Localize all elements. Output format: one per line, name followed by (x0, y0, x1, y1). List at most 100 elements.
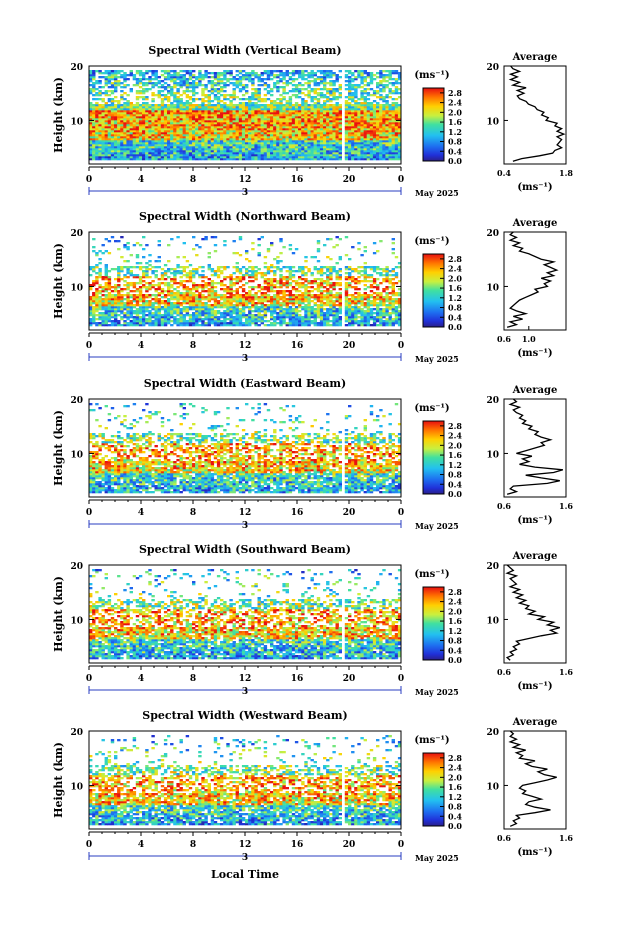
heatmap-cell (310, 136, 314, 139)
heatmap-cell (182, 128, 186, 131)
heatmap-cell (110, 74, 115, 77)
heatmap-cell (385, 300, 389, 303)
heatmap-cell (238, 90, 243, 93)
heatmap-cell (101, 146, 105, 149)
heatmap-cell (182, 136, 186, 139)
heatmap-cell (301, 118, 305, 121)
heatmap-cell (98, 312, 102, 315)
heatmap-cell (235, 318, 239, 321)
heatmap-cell (323, 104, 327, 107)
heatmap-cell (117, 120, 121, 123)
heatmap-cell (220, 306, 224, 309)
heatmap-cell (369, 74, 374, 77)
heatmap-cell (291, 142, 296, 145)
heatmap-cell (157, 146, 161, 149)
heatmap-cell (188, 106, 193, 109)
heatmap-cell (391, 144, 395, 147)
heatmap-cell (279, 156, 283, 159)
heatmap-cell (304, 122, 308, 125)
heatmap-cell (204, 140, 208, 143)
heatmap-cell (382, 310, 386, 313)
heatmap-cell (170, 108, 174, 111)
heatmap-cell (329, 138, 333, 141)
heatmap-cell (254, 140, 258, 143)
heatmap-cell (163, 96, 168, 99)
heatmap-cell (266, 92, 271, 95)
heatmap-cell (213, 310, 218, 313)
heatmap-cell (226, 144, 230, 147)
heatmap-cell (151, 98, 155, 101)
heatmap-cell (142, 124, 146, 127)
heatmap-cell (163, 110, 168, 113)
heatmap-cell (326, 76, 330, 79)
heatmap-cell (291, 84, 296, 87)
heatmap-cell (260, 310, 264, 313)
heatmap-cell (104, 72, 108, 75)
heatmap-cell (117, 158, 121, 161)
heatmap-cell (95, 112, 99, 115)
heatmap-cell (338, 148, 342, 151)
heatmap-cell (366, 76, 371, 79)
heatmap-cell (344, 302, 349, 305)
heatmap-cell (266, 152, 271, 155)
heatmap-cell (148, 318, 152, 321)
heatmap-cell (372, 116, 377, 119)
heatmap-cell (210, 314, 215, 317)
heatmap-cell (366, 310, 371, 313)
heatmap-cell (332, 320, 336, 323)
heatmap-cell (251, 104, 255, 107)
heatmap-cell (298, 306, 302, 309)
heatmap-cell (173, 92, 177, 95)
heatmap-cell (382, 130, 386, 133)
heatmap-cell (363, 134, 367, 137)
heatmap-cell (382, 76, 386, 79)
heatmap-cell (304, 128, 308, 131)
heatmap-cell (135, 158, 140, 161)
heatmap-cell (163, 82, 168, 85)
heatmap-cell (151, 94, 155, 97)
heatmap-cell (323, 128, 327, 131)
heatmap-cell (135, 148, 140, 151)
heatmap-cell (107, 114, 112, 117)
heatmap-cell (394, 102, 399, 105)
heatmap-cell (372, 322, 377, 325)
heatmap-cell (226, 84, 230, 87)
heatmap-cell (138, 80, 143, 83)
heatmap-cell (148, 112, 152, 115)
heatmap-cell (110, 140, 115, 143)
heatmap-cell (163, 148, 168, 151)
heatmap-cell (232, 94, 236, 97)
heatmap-cell (123, 80, 127, 83)
heatmap-cell (310, 128, 314, 131)
heatmap-cell (372, 78, 377, 81)
heatmap-cell (207, 310, 211, 313)
heatmap-cell (301, 126, 305, 129)
heatmap-cell (351, 140, 355, 143)
heatmap-cell (357, 116, 361, 119)
heatmap-cell (304, 130, 308, 133)
heatmap-cell (232, 324, 236, 327)
heatmap-cell (354, 100, 358, 103)
colorbar-unit: (ms⁻¹) (414, 70, 449, 81)
heatmap-cell (117, 154, 121, 157)
heatmap-cell (213, 314, 218, 317)
heatmap-cell (307, 72, 311, 75)
heatmap-cell (263, 126, 268, 129)
heatmap-cell (397, 88, 402, 91)
heatmap-cell (167, 116, 171, 119)
heatmap-cell (135, 114, 140, 117)
heatmap-cell (142, 152, 146, 155)
heatmap-cell (241, 310, 246, 313)
heatmap-cell (363, 70, 367, 73)
heatmap-cell (129, 120, 133, 123)
heatmap-cell (298, 106, 302, 109)
heatmap-cell (260, 150, 264, 153)
heatmap-cell (92, 86, 96, 89)
heatmap-cell (138, 308, 143, 311)
heatmap-cell (157, 120, 161, 123)
heatmap-cell (360, 144, 364, 147)
heatmap-cell (216, 76, 221, 79)
heatmap-cell (251, 74, 255, 77)
heatmap-cell (167, 124, 171, 127)
heatmap-cell (304, 104, 308, 107)
